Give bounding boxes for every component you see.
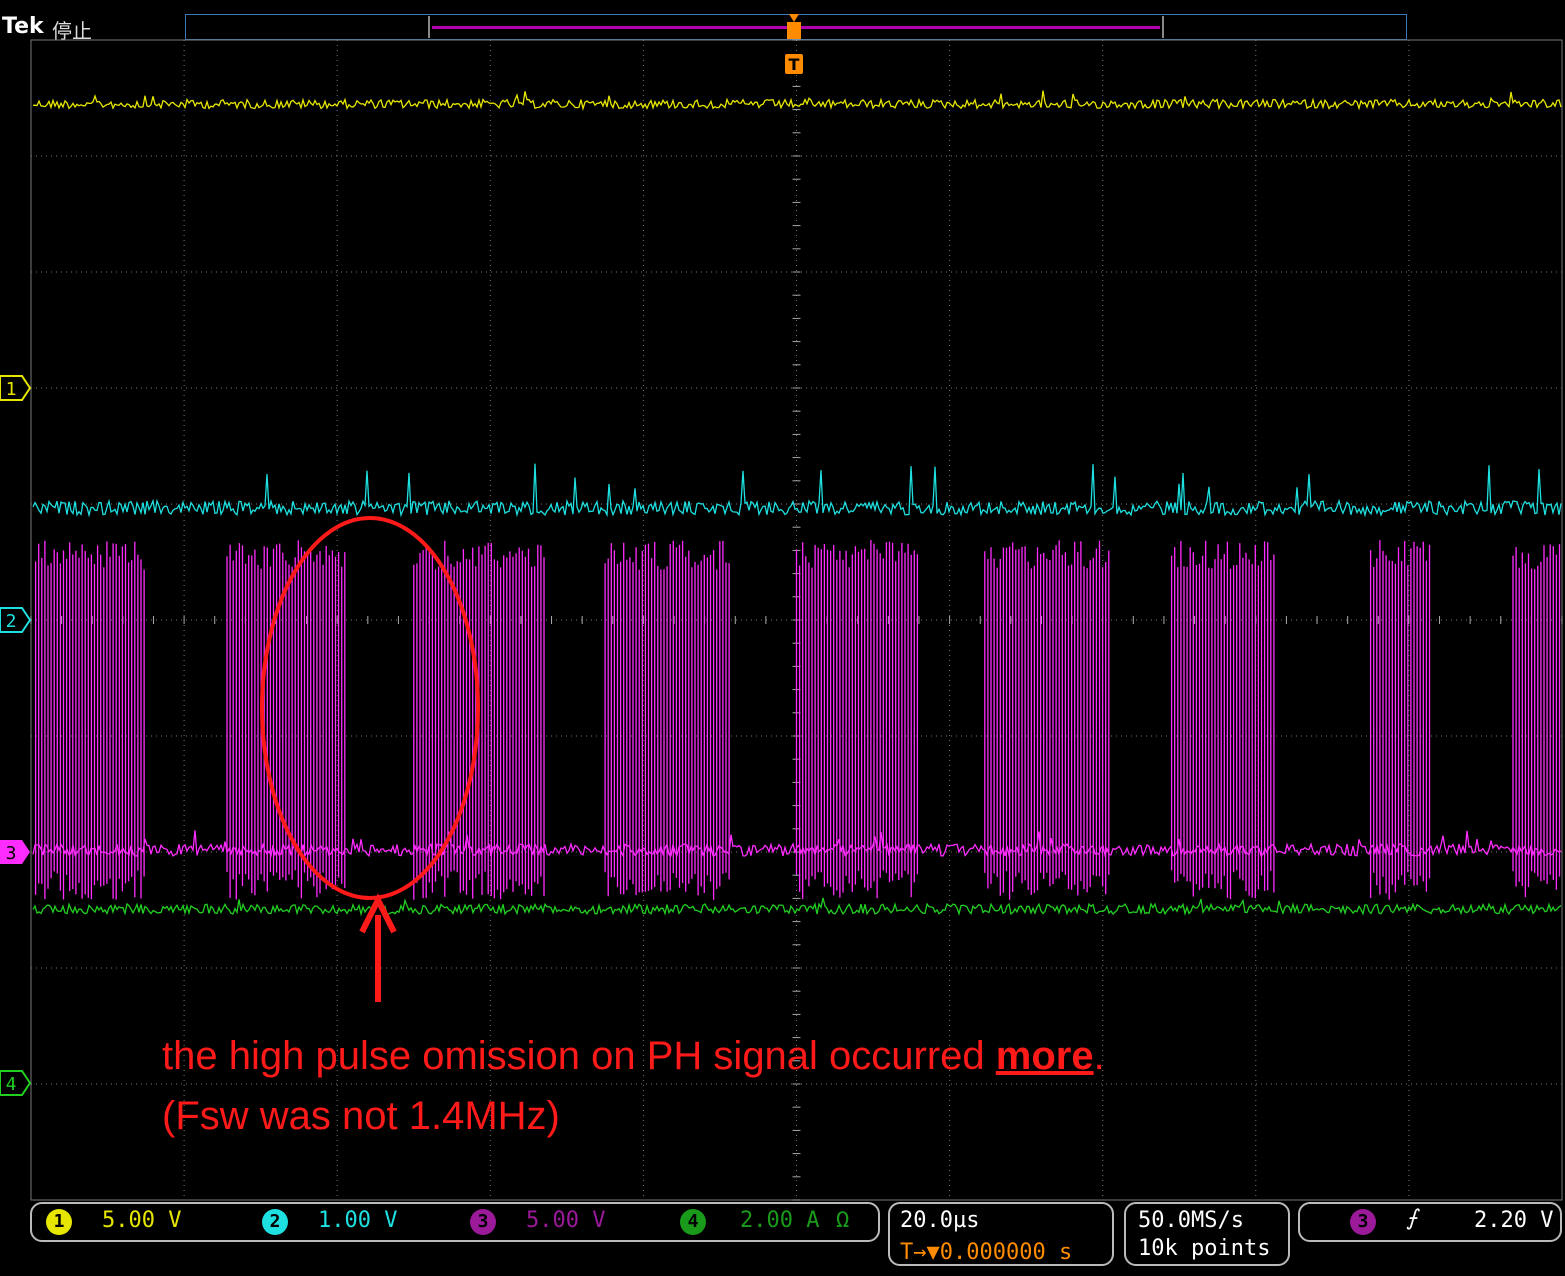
ch3-scale: 5.00 V: [526, 1208, 606, 1233]
ch2-trace: [32, 463, 1562, 518]
trigger-source-badge: 3: [1350, 1209, 1376, 1235]
sample-rate-readout: 50.0MS/s: [1138, 1208, 1244, 1233]
annotation-highlight: [260, 516, 480, 1002]
trigger-position-icon: T→▼: [900, 1240, 940, 1265]
brand-logo: Tek: [2, 14, 44, 39]
ch1-badge: 1: [46, 1209, 72, 1235]
ch3-ground-marker[interactable]: 3: [0, 840, 30, 864]
ch1-trace: [32, 90, 1562, 111]
ch4-scale: 2.00 A: [740, 1208, 820, 1233]
trigger-marker-label: T: [789, 55, 800, 74]
horizontal-position-readout: T→▼0.000000 s: [900, 1240, 1073, 1265]
acquisition-panel[interactable]: [1124, 1202, 1290, 1266]
waveform-traces: [32, 90, 1562, 917]
svg-text:1: 1: [6, 379, 17, 400]
ch1-scale: 5.00 V: [102, 1208, 182, 1233]
acquisition-state: 停止: [52, 19, 92, 43]
ch2-scale: 1.00 V: [318, 1208, 398, 1233]
svg-text:3: 3: [6, 843, 17, 864]
trigger-panel[interactable]: [1298, 1202, 1562, 1242]
ch2-ground-marker[interactable]: 2: [0, 607, 32, 633]
ch4-impedance-icon: Ω: [836, 1208, 850, 1233]
ch4-ground-marker[interactable]: 4: [0, 1070, 32, 1096]
ch2-badge: 2: [262, 1209, 288, 1235]
annotation-line-2: (Fsw was not 1.4MHz): [162, 1094, 560, 1138]
timebase-readout: 20.0µs: [900, 1208, 980, 1233]
ch4-trace: [32, 897, 1562, 917]
annotation-emphasis: more: [995, 1034, 1094, 1078]
svg-text:2: 2: [6, 611, 17, 632]
trigger-position-marker[interactable]: T: [785, 14, 803, 74]
vertical-scale-panel: [30, 1202, 880, 1242]
trigger-level-readout: 2.20 V: [1474, 1208, 1554, 1233]
record-view-window[interactable]: [428, 16, 1164, 38]
ch4-badge: 4: [680, 1209, 706, 1235]
horizontal-panel[interactable]: [888, 1202, 1114, 1266]
annotation-line-1: the high pulse omission on PH signal occ…: [162, 1034, 1105, 1078]
rising-edge-icon: ⨍: [1406, 1206, 1418, 1231]
ch3-trace: [32, 540, 1562, 900]
record-length-readout: 10k points: [1138, 1236, 1271, 1261]
svg-text:4: 4: [6, 1074, 17, 1095]
ch3-badge: 3: [470, 1209, 496, 1235]
ch1-ground-marker[interactable]: 1: [0, 375, 32, 401]
